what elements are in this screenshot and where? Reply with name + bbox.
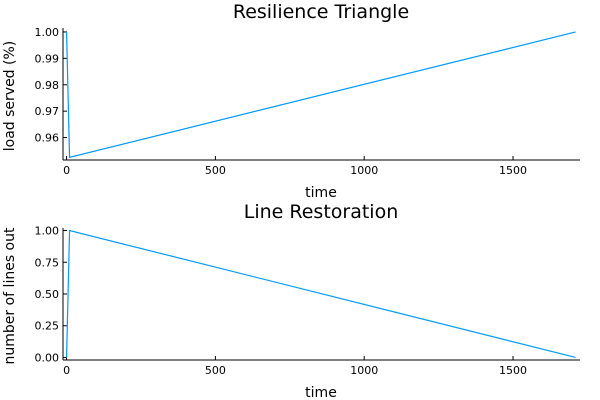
y-axis-label: load served (%) [2, 41, 18, 152]
y-tick-label: 1.00 [35, 225, 60, 238]
chart-title: Line Restoration [244, 201, 399, 223]
x-tick-label: 500 [205, 364, 226, 377]
x-ticks: 0 500 1000 1500 [63, 156, 527, 177]
y-tick-label: 1.00 [35, 26, 60, 39]
x-tick-label: 1500 [499, 364, 527, 377]
panel-line-restoration: Line Restoration time number of lines ou… [2, 201, 580, 400]
chart-title: Resilience Triangle [233, 1, 409, 23]
x-axis-label: time [305, 185, 337, 201]
x-ticks: 0 500 1000 1500 [63, 356, 527, 377]
series-group [65, 229, 576, 359]
series-line [65, 229, 576, 359]
x-axis-label: time [305, 385, 337, 400]
y-tick-label: 0.75 [35, 256, 60, 269]
y-tick-label: 0.98 [35, 79, 60, 92]
y-ticks: 0.96 0.97 0.98 0.99 1.00 [35, 26, 67, 145]
y-tick-label: 0.25 [35, 320, 60, 333]
x-tick-label: 500 [205, 164, 226, 177]
y-tick-label: 0.00 [35, 351, 60, 364]
y-tick-label: 0.99 [35, 52, 60, 65]
y-ticks: 0.00 0.25 0.50 0.75 1.00 [35, 225, 67, 364]
x-tick-label: 1000 [350, 364, 378, 377]
series-group [65, 31, 576, 159]
x-tick-label: 0 [63, 364, 70, 377]
panel-resilience-triangle: Resilience Triangle time load served (%)… [2, 1, 580, 201]
series-line [65, 31, 576, 159]
y-tick-label: 0.96 [35, 132, 60, 145]
x-tick-label: 1000 [350, 164, 378, 177]
x-tick-label: 0 [63, 164, 70, 177]
y-tick-label: 0.97 [35, 105, 60, 118]
y-tick-label: 0.50 [35, 288, 60, 301]
y-axis-label: number of lines out [2, 227, 18, 364]
x-tick-label: 1500 [499, 164, 527, 177]
